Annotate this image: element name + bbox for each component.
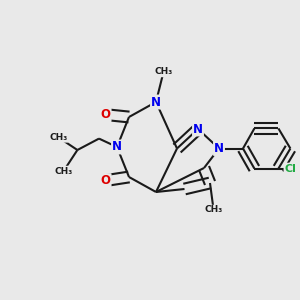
Text: O: O xyxy=(100,174,111,187)
Text: N: N xyxy=(193,122,203,136)
Text: N: N xyxy=(214,142,224,155)
Text: CH₃: CH₃ xyxy=(55,167,73,176)
Text: Cl: Cl xyxy=(284,164,296,174)
Text: CH₃: CH₃ xyxy=(154,68,172,76)
Text: CH₃: CH₃ xyxy=(205,206,223,214)
Text: O: O xyxy=(100,108,111,121)
Text: CH₃: CH₃ xyxy=(50,133,68,142)
Text: N: N xyxy=(112,140,122,154)
Text: N: N xyxy=(151,95,161,109)
